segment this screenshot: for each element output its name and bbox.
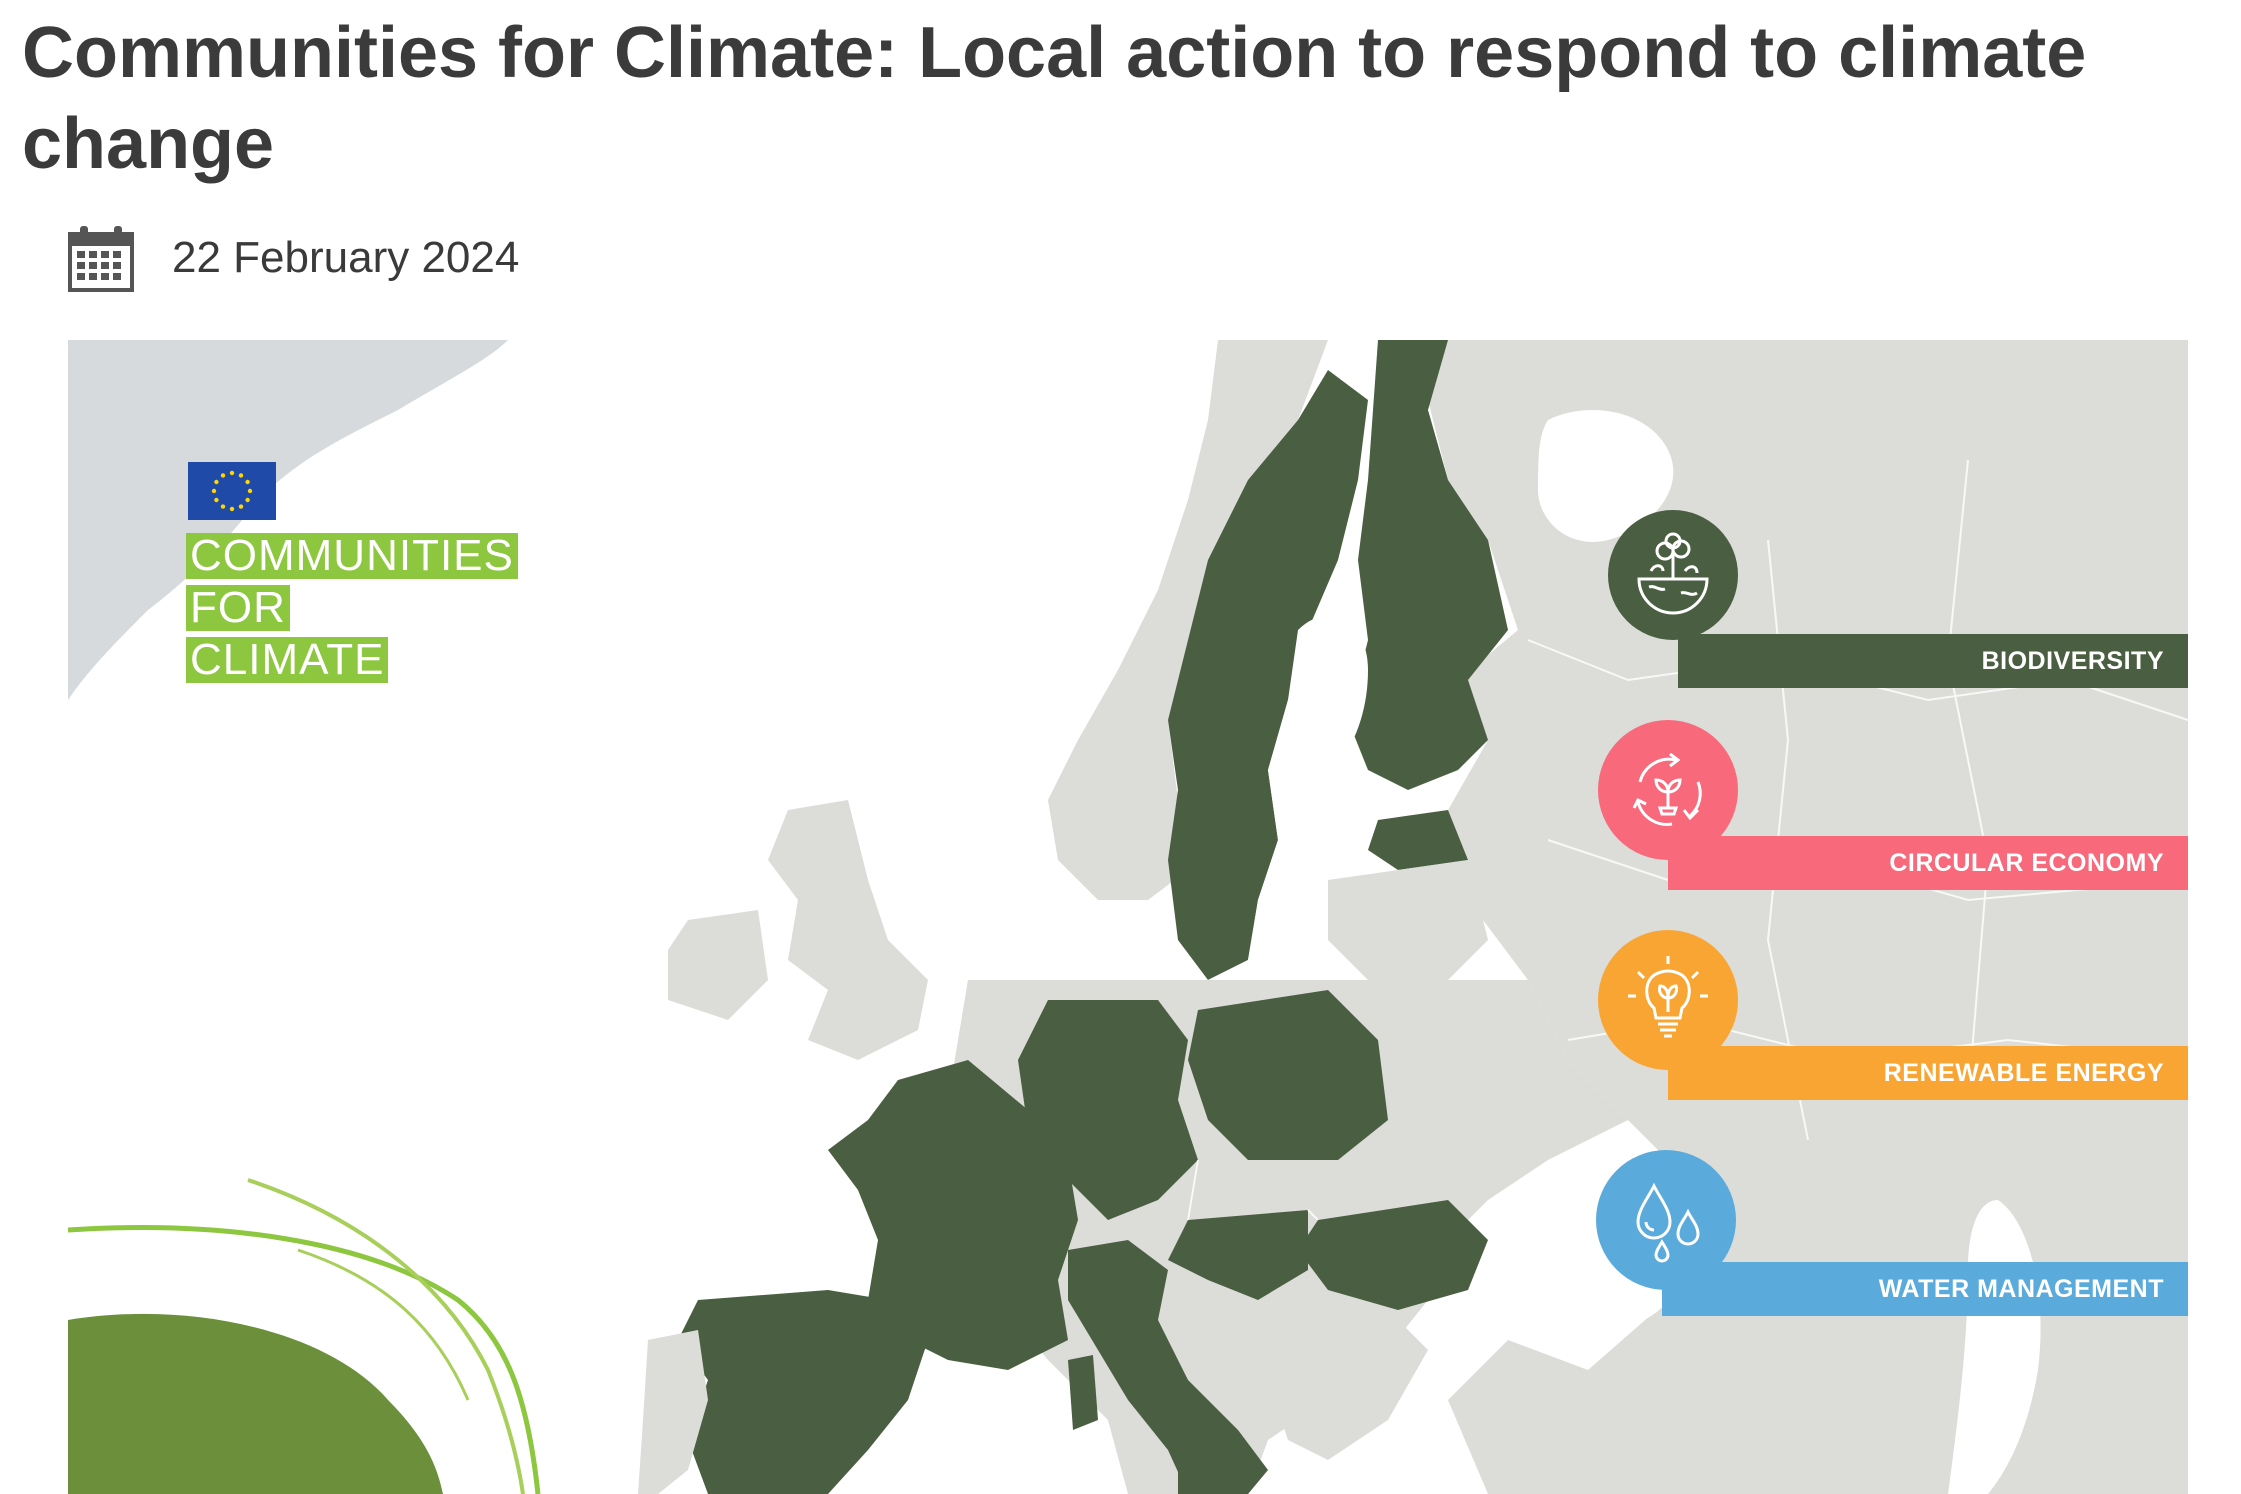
date-row: 22 February 2024	[68, 224, 519, 292]
europe-map	[68, 340, 2188, 1494]
sardinia	[1068, 1355, 1098, 1430]
balkans	[1268, 1300, 1428, 1460]
finland	[1348, 340, 1508, 790]
theme-biodiversity-label: BIODIVERSITY	[1981, 646, 2164, 675]
sicily	[1178, 1465, 1238, 1494]
estonia	[1368, 810, 1468, 870]
circular-economy-icon	[1632, 752, 1702, 826]
theme-biodiversity-bar: BIODIVERSITY	[1678, 634, 2188, 688]
theme-renewable-energy-circle	[1598, 930, 1738, 1070]
theme-renewable-energy-bar: RENEWABLE ENERGY	[1668, 1046, 2188, 1100]
theme-water-management-circle	[1596, 1150, 1736, 1290]
communities-for-climate-logo: COMMUNITIES FOR CLIMATE	[186, 533, 518, 689]
theme-circular-economy-circle	[1598, 720, 1738, 860]
calendar-icon	[68, 226, 134, 292]
great-britain	[768, 800, 928, 1060]
poland	[1188, 990, 1388, 1160]
theme-circular-economy-label: CIRCULAR ECONOMY	[1889, 848, 2164, 877]
lightbulb-plant-icon	[1628, 956, 1708, 1038]
portugal	[638, 1330, 708, 1494]
theme-water-management-label: WATER MANAGEMENT	[1878, 1274, 2164, 1303]
theme-biodiversity-circle	[1608, 510, 1738, 640]
germany	[1018, 1000, 1198, 1220]
logo-line-3: CLIMATE	[186, 637, 389, 683]
baltic-sea	[1208, 615, 1368, 1000]
biodiversity-globe-icon	[1637, 532, 1709, 615]
theme-water-management-bar: WATER MANAGEMENT	[1662, 1262, 2188, 1316]
green-swoosh	[68, 1313, 443, 1494]
spain	[678, 1290, 928, 1494]
ireland	[668, 910, 768, 1020]
norway	[1048, 340, 1328, 900]
logo-line-1: COMMUNITIES	[186, 533, 518, 579]
water-drops-icon	[1636, 1182, 1700, 1263]
publish-date: 22 February 2024	[172, 233, 520, 282]
italy	[1068, 1240, 1268, 1494]
hungary-croatia	[1168, 1210, 1308, 1300]
hero-image: COMMUNITIES FOR CLIMATE BIODIVERSITY CIR…	[68, 340, 2188, 1494]
latvia-lithuania	[1328, 860, 1488, 980]
theme-circular-economy-bar: CIRCULAR ECONOMY	[1668, 836, 2188, 890]
sweden	[1168, 370, 1368, 980]
page-title: Communities for Climate: Local action to…	[22, 13, 2087, 184]
romania	[1298, 1200, 1488, 1310]
france	[828, 1060, 1078, 1370]
arctic-landmass	[68, 340, 508, 700]
theme-renewable-energy-label: RENEWABLE ENERGY	[1883, 1058, 2164, 1087]
eu-flag-icon	[188, 462, 276, 520]
logo-line-2: FOR	[186, 585, 290, 631]
white-sea	[1538, 410, 1674, 542]
